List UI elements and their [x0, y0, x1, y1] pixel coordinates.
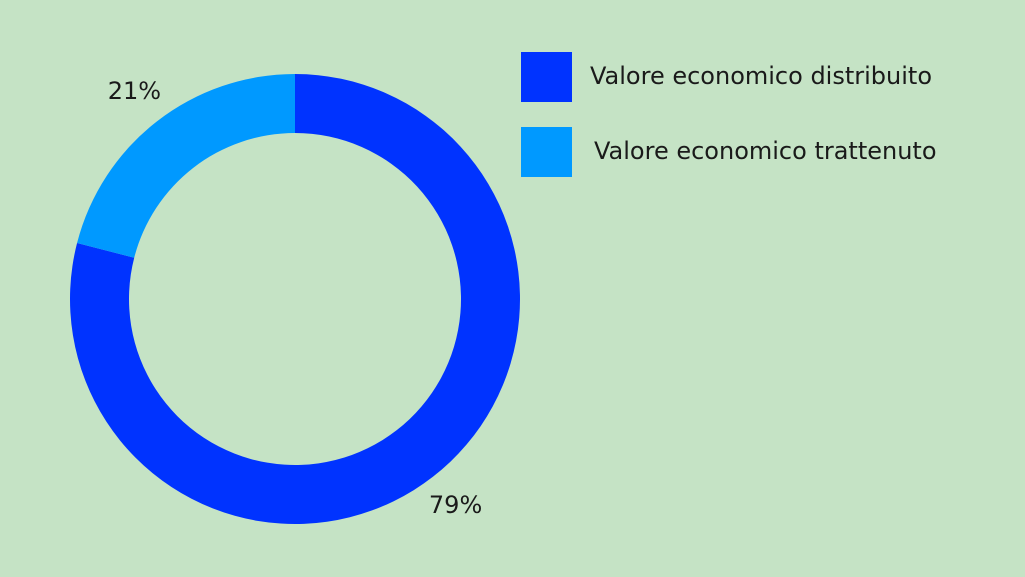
legend-swatch	[521, 127, 572, 177]
donut-slice	[77, 74, 295, 258]
legend-swatch	[521, 52, 572, 102]
legend-label: Valore economico distribuito	[590, 62, 932, 90]
data-label: 79%	[429, 491, 482, 519]
legend-label: Valore economico trattenuto	[594, 137, 937, 165]
data-label: 21%	[108, 77, 161, 105]
